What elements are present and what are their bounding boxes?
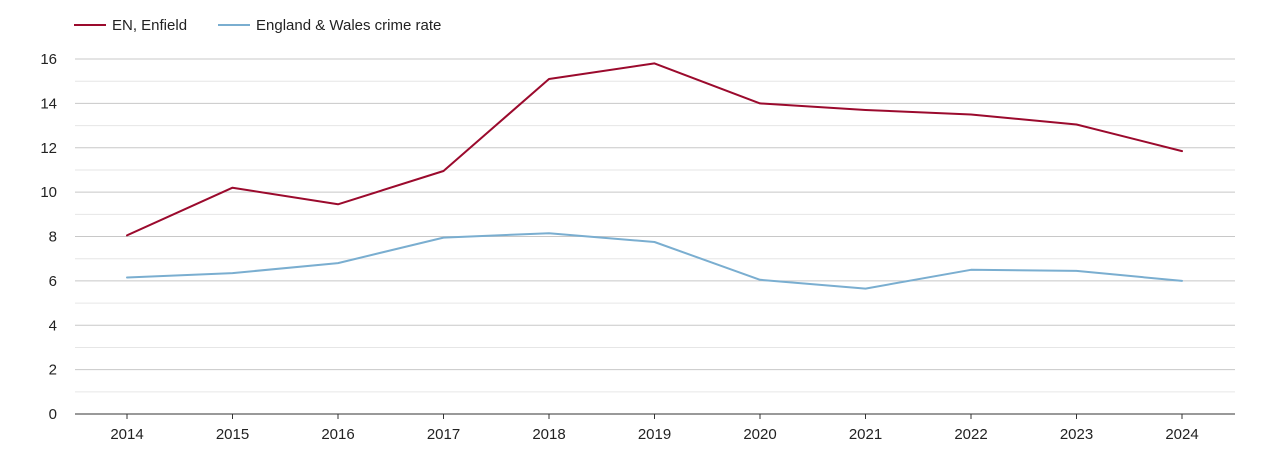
x-tick-label: 2023 bbox=[1060, 426, 1093, 443]
x-tick-label: 2022 bbox=[954, 426, 987, 443]
x-tick-label: 2020 bbox=[743, 426, 776, 443]
x-tick-label: 2021 bbox=[849, 426, 882, 443]
x-tick-label: 2024 bbox=[1165, 426, 1198, 443]
legend: EN, Enfield England & Wales crime rate bbox=[74, 17, 441, 34]
y-tick-label: 4 bbox=[49, 317, 57, 334]
y-tick-label: 6 bbox=[49, 273, 57, 290]
x-tick-label: 2015 bbox=[216, 426, 249, 443]
x-tick-label: 2014 bbox=[110, 426, 143, 443]
y-tick-label: 12 bbox=[40, 140, 57, 157]
y-tick-label: 16 bbox=[40, 51, 57, 68]
gridlines bbox=[75, 58, 1235, 393]
y-tick-label: 8 bbox=[49, 229, 57, 246]
legend-label-england-wales: England & Wales crime rate bbox=[256, 17, 441, 34]
y-tick-label: 14 bbox=[40, 95, 57, 112]
series-line-enfield bbox=[126, 62, 1183, 237]
x-tick-label: 2017 bbox=[427, 426, 460, 443]
y-tick-label: 10 bbox=[40, 184, 57, 201]
x-tick-label: 2019 bbox=[638, 426, 671, 443]
legend-label-enfield: EN, Enfield bbox=[112, 17, 187, 34]
y-axis: 0 2 4 6 8 10 12 14 16 bbox=[40, 51, 57, 423]
x-axis: 2014 2015 2016 2017 2018 2019 2020 2021 2022 2023… bbox=[75, 413, 1235, 443]
series-line-england-wales bbox=[126, 232, 1183, 290]
y-tick-label: 2 bbox=[49, 362, 57, 379]
y-tick-label: 0 bbox=[49, 406, 57, 423]
series-lines bbox=[126, 62, 1183, 290]
x-tick-label: 2018 bbox=[532, 426, 565, 443]
x-tick-label: 2016 bbox=[321, 426, 354, 443]
